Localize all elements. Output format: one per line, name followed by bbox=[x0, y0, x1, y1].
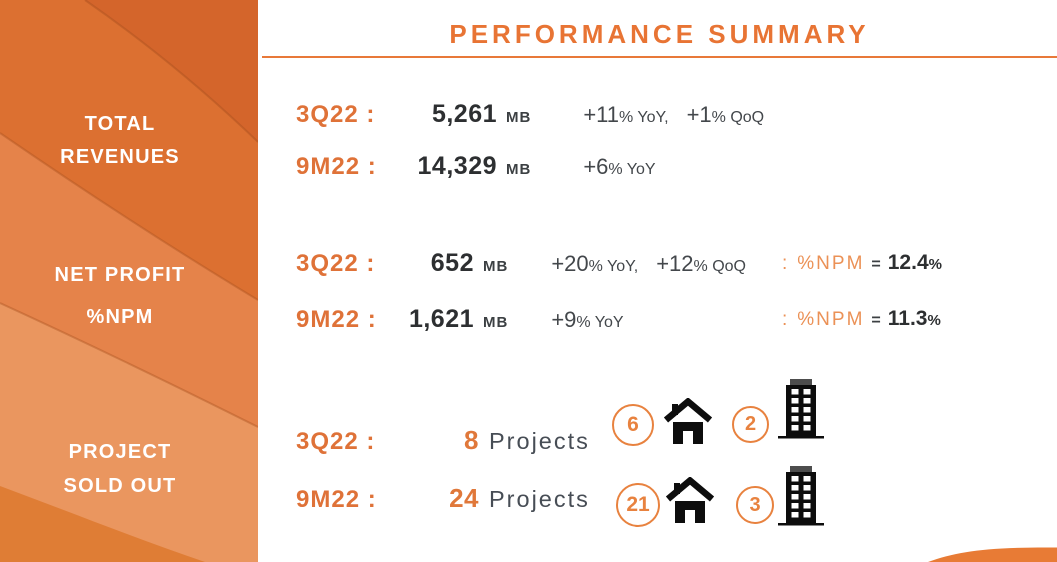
projects-row-9m22: 9M22 : 24 Projects 21 3 bbox=[296, 466, 1057, 527]
projects-count: 24 bbox=[449, 483, 479, 513]
projects-word: Projects bbox=[489, 486, 590, 512]
npm-ratio: : %NPM = 12.4% bbox=[782, 251, 942, 274]
npm-value: 12.4 bbox=[887, 251, 929, 274]
sidebar-label-net-profit: NET PROFIT %NPM bbox=[0, 254, 240, 338]
house-count-badge: 6 bbox=[612, 404, 654, 446]
projects-word: Projects bbox=[489, 428, 590, 454]
revenues-row-3q22: 3Q22 : 5,261 MB +11% YoY, +1% QoQ bbox=[296, 100, 1057, 134]
yoy-change: +9% YoY bbox=[551, 307, 624, 332]
building-icon bbox=[778, 466, 824, 535]
yoy-change: +6% YoY bbox=[583, 154, 656, 179]
sidebar-label-line: %NPM bbox=[86, 306, 154, 328]
revenue-value: 14,329 bbox=[417, 152, 497, 180]
npm-value: 11.3 bbox=[887, 307, 928, 330]
revenues-row-9m22: 9M22 : 14,329 MB +6% YoY bbox=[296, 152, 1057, 186]
sidebar-label-line: SOLD OUT bbox=[63, 475, 177, 497]
net-profit-row-9m22: 9M22 : 1,621 MB +9% YoY : %NPM = 11.3% bbox=[296, 305, 1057, 339]
unit-label: MB bbox=[483, 314, 509, 331]
sidebar-label-line: PROJECT bbox=[68, 441, 172, 463]
period-label: 9M22 : bbox=[296, 153, 377, 180]
house-icon bbox=[665, 476, 715, 528]
sidebar-label-project-sold-out: PROJECT SOLD OUT bbox=[0, 435, 240, 503]
profit-value: 1,621 bbox=[408, 305, 474, 333]
building-count-badge: 2 bbox=[732, 406, 769, 443]
qoq-change: +12% QoQ bbox=[656, 251, 746, 276]
sidebar: TOTAL REVENUES NET PROFIT %NPM PROJECT S… bbox=[0, 0, 258, 562]
yoy-change: +20% YoY, bbox=[551, 251, 639, 276]
period-label: 3Q22 : bbox=[296, 250, 376, 277]
unit-label: MB bbox=[506, 161, 532, 178]
house-icon bbox=[663, 397, 713, 449]
net-profit-row-3q22: 3Q22 : 652 MB +20% YoY, +12% QoQ : %NPM = 1… bbox=[296, 249, 1057, 283]
corner-wave-decoration bbox=[928, 547, 1057, 562]
period-label: 3Q22 : bbox=[296, 101, 376, 128]
sidebar-label-line: NET PROFIT bbox=[54, 264, 186, 286]
house-count-badge: 21 bbox=[616, 483, 660, 527]
npm-ratio: : %NPM = 11.3% bbox=[782, 307, 941, 330]
revenue-value: 5,261 bbox=[431, 100, 497, 128]
sidebar-label-line: TOTAL bbox=[84, 113, 156, 135]
projects-count: 8 bbox=[464, 425, 479, 455]
sidebar-label-total-revenues: TOTAL REVENUES bbox=[0, 108, 240, 174]
period-label: 9M22 : bbox=[296, 486, 377, 513]
sidebar-label-line: REVENUES bbox=[60, 146, 180, 168]
title-underline bbox=[262, 56, 1057, 58]
period-label: 3Q22 : bbox=[296, 428, 376, 455]
unit-label: MB bbox=[483, 258, 509, 275]
building-count-badge: 3 bbox=[736, 486, 774, 524]
projects-row-3q22: 3Q22 : 8 Projects 6 2 bbox=[296, 379, 1057, 459]
page-title: PERFORMANCE SUMMARY bbox=[449, 19, 870, 49]
building-icon bbox=[778, 379, 824, 448]
profit-value: 652 bbox=[430, 249, 474, 277]
period-label: 9M22 : bbox=[296, 306, 377, 333]
qoq-change: +1% QoQ bbox=[686, 102, 765, 127]
npm-label: %NPM bbox=[797, 309, 865, 330]
npm-label: %NPM bbox=[797, 253, 865, 274]
sidebar-layers-graphic bbox=[0, 0, 258, 562]
unit-label: MB bbox=[506, 109, 532, 126]
yoy-change: +11% YoY, bbox=[583, 102, 669, 127]
